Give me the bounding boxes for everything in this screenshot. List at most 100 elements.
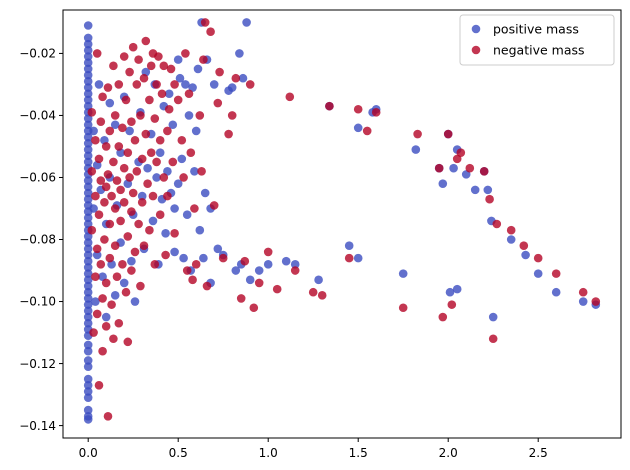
data-point [197,166,206,176]
data-point [344,253,354,263]
legend-label: negative mass [493,43,585,58]
data-point [119,52,129,61]
data-point [96,117,106,126]
data-point [145,95,154,105]
data-point [123,148,133,157]
legend-label: positive mass [493,22,579,37]
data-point [116,185,125,195]
data-point [125,126,134,136]
data-point [281,256,291,266]
data-point [353,104,363,114]
data-point [186,148,196,157]
data-point [83,151,93,161]
data-point [452,284,462,294]
data-point [94,380,104,390]
data-point [164,89,174,99]
data-point [107,300,116,309]
x-tick-label: 0.0 [79,446,98,460]
data-point [155,135,165,145]
data-point [398,269,408,278]
data-point [119,278,129,288]
data-point [285,92,295,102]
data-point [290,266,300,275]
data-point [177,135,187,145]
data-point [137,154,147,164]
data-point [209,80,219,89]
data-point [98,294,107,303]
data-point [371,108,381,117]
data-point [213,244,223,254]
data-point [105,219,115,229]
data-point [92,309,102,319]
data-point [154,52,163,61]
data-point [163,191,172,201]
y-tick-label: −0.10 [19,295,56,309]
x-tick-label: 1.5 [349,446,368,460]
data-point [551,287,561,297]
data-point [398,303,408,313]
data-point [161,250,170,260]
data-point [83,95,93,105]
data-point [317,291,327,300]
data-point [155,210,165,219]
data-point [121,287,131,297]
data-point [175,73,185,83]
data-point [83,380,93,390]
data-point [179,253,188,263]
y-tick-label: −0.08 [19,233,56,247]
x-axis: 0.0 0.5 1.0 1.5 2.0 2.5 [79,438,548,460]
data-point [157,89,167,99]
data-point [254,278,264,288]
data-point [152,80,161,89]
data-point [200,188,210,198]
data-point [100,235,109,244]
data-point [308,287,318,297]
data-point [195,111,205,120]
data-point [150,260,160,269]
data-point [290,260,300,269]
data-point [94,154,104,164]
data-point [83,232,93,241]
data-point [114,80,124,89]
data-point [479,166,489,176]
legend-marker [471,24,481,34]
data-point [181,80,190,89]
data-point [110,204,120,213]
data-point [447,300,457,309]
data-point [231,73,241,83]
data-point [103,83,113,92]
data-point [218,253,228,263]
data-point [445,287,455,297]
data-point [83,46,93,55]
data-point [191,126,201,136]
data-point [411,145,421,154]
data-point [452,154,462,164]
y-tick-label: −0.02 [19,47,56,61]
data-point [141,36,151,46]
data-point [114,318,124,328]
data-point [94,80,104,89]
data-point [551,269,561,278]
data-point [362,126,372,136]
data-point [190,166,199,176]
data-point [344,241,354,251]
data-point [137,197,147,207]
data-point [164,104,174,114]
data-point [227,83,237,92]
data-point [100,197,109,207]
data-point [83,52,93,61]
data-point [101,142,111,151]
data-point [128,42,138,52]
data-point [83,157,93,167]
data-point [83,275,93,285]
data-point [184,111,194,120]
data-point [159,173,169,182]
data-point [506,235,516,244]
data-point [209,201,219,210]
legend: positive mass negative mass [459,14,615,66]
data-point [110,120,120,130]
data-point [110,111,120,120]
data-point [132,166,142,176]
data-point [83,145,93,154]
data-point [130,135,140,145]
